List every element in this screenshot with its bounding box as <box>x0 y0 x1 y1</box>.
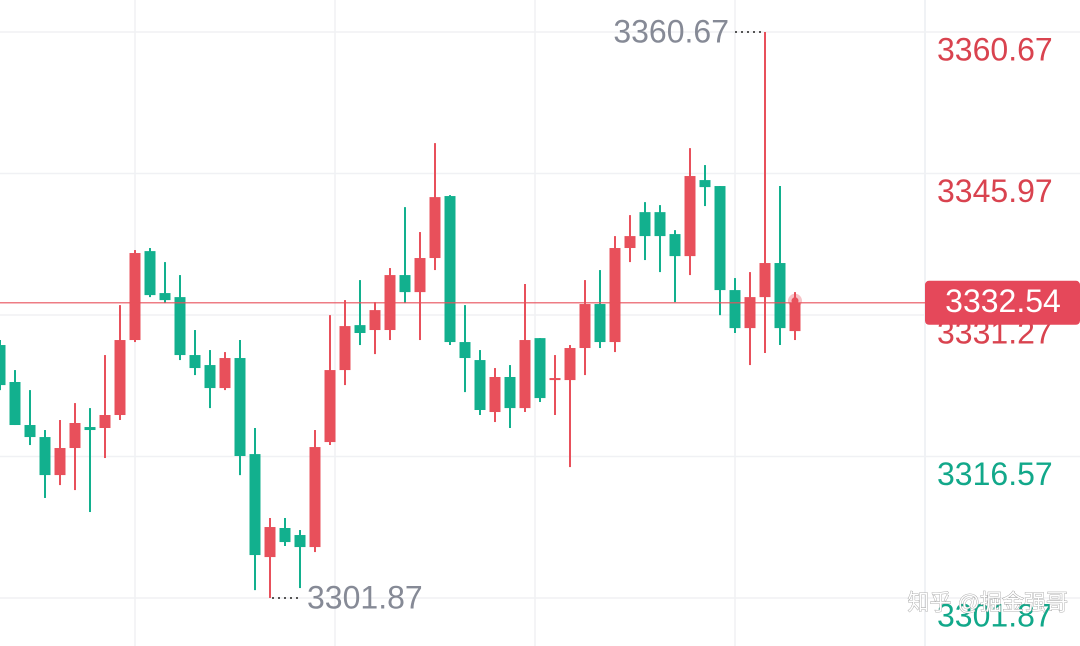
candle-body <box>684 176 696 257</box>
candle-body <box>294 535 306 548</box>
candle-body <box>489 376 501 413</box>
candle-body <box>309 447 321 548</box>
candle-body <box>669 234 681 257</box>
candle-body <box>264 527 276 558</box>
candle-body <box>474 360 486 411</box>
candle-body <box>399 275 411 293</box>
candle-body <box>609 248 621 343</box>
candle-body <box>744 297 756 329</box>
candle-body <box>534 338 546 399</box>
candle-body <box>279 528 291 543</box>
current-price-dot <box>791 297 799 305</box>
candle-body <box>114 340 126 416</box>
candle-body <box>549 378 561 381</box>
candle-body <box>219 358 231 389</box>
current-price-label: 3332.54 <box>945 283 1061 319</box>
low-annotation: 3301.87 <box>307 579 423 615</box>
current-price-box <box>925 280 1080 325</box>
candle-body <box>459 342 471 359</box>
candle-body <box>69 422 81 449</box>
candle-body <box>204 365 216 389</box>
candle-body <box>9 381 21 426</box>
candle-body <box>144 251 156 296</box>
candle-body <box>24 425 36 438</box>
candle-body <box>429 197 441 259</box>
candle-body <box>699 180 711 188</box>
candle-body <box>519 340 531 409</box>
candle-body <box>249 454 261 556</box>
y-tick-label: 3301.87 <box>937 597 1053 633</box>
candle-body <box>579 304 591 349</box>
candle-body <box>54 448 66 476</box>
candle-body <box>234 358 246 457</box>
candle-body <box>639 212 651 237</box>
candle-body <box>444 196 456 343</box>
candle-body <box>714 186 726 291</box>
candle-body <box>729 290 741 329</box>
candle-body <box>504 376 516 409</box>
y-tick-label: 3345.97 <box>937 173 1053 209</box>
candle-body <box>564 348 576 381</box>
high-annotation: 3360.67 <box>613 14 729 50</box>
candle-body <box>414 258 426 293</box>
candle-body <box>174 297 186 356</box>
candle-body <box>129 253 141 341</box>
candle-body <box>84 427 96 431</box>
candle-body <box>774 263 786 329</box>
candle-body <box>654 212 666 237</box>
candle-body <box>624 236 636 249</box>
candle-body <box>39 437 51 476</box>
candle-body <box>189 355 201 369</box>
candle-body <box>99 415 111 429</box>
candle-body <box>354 325 366 334</box>
candle-body <box>0 345 6 386</box>
candle-body <box>789 302 801 332</box>
candle-body <box>339 326 351 371</box>
candle-body <box>159 293 171 301</box>
candle-body <box>594 304 606 343</box>
watermark: 知乎 @掘金强哥 <box>908 590 1068 615</box>
candle-body <box>324 370 336 443</box>
y-tick-label: 3360.67 <box>937 32 1053 68</box>
candle-body <box>759 263 771 298</box>
candle-body <box>369 310 381 331</box>
y-tick-label: 3316.57 <box>937 456 1053 492</box>
